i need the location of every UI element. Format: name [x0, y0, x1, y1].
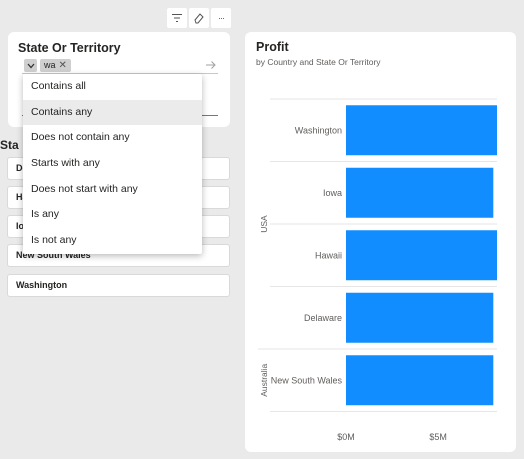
slicer-title: Sta [0, 138, 19, 152]
bar [346, 292, 494, 343]
category-label: Washington [295, 125, 342, 135]
slicer-item[interactable]: Washington [7, 274, 230, 297]
arrow-right-icon[interactable] [204, 58, 218, 72]
dropdown-option-selected[interactable]: Contains any [23, 99, 202, 126]
bar [346, 167, 494, 218]
dropdown-option[interactable]: Contains all [31, 80, 86, 92]
category-label: New South Wales [271, 375, 343, 385]
visual-toolbar: ··· [167, 8, 231, 30]
dropdown-option[interactable]: Does not start with any [31, 182, 138, 195]
filter-input[interactable]: wa ✕ [22, 58, 218, 74]
dropdown-option[interactable]: Does not contain any [31, 131, 130, 144]
filter-title: State Or Territory [18, 41, 121, 55]
dropdown-option[interactable]: Is any [31, 208, 60, 221]
eraser-icon[interactable] [189, 8, 209, 28]
bar-chart: Washington Iowa Hawaii Delaware New South Wa… [258, 98, 497, 442]
bar [346, 355, 494, 406]
chart-subtitle: by Country and State Or Territory [256, 57, 381, 67]
chart-card: Washington Iowa Hawaii Delaware New South Wa… [245, 32, 516, 452]
x-tick-label: $0M [337, 432, 355, 442]
filter-chip[interactable]: wa ✕ [40, 59, 71, 72]
group-label: USA [259, 215, 269, 233]
chart-title: Profit [256, 40, 289, 54]
bar [346, 230, 497, 281]
bar [346, 105, 497, 156]
chevron-down-icon[interactable] [24, 59, 37, 72]
close-icon[interactable]: ✕ [58, 60, 67, 71]
dropdown-option[interactable]: Starts with any [31, 157, 100, 170]
category-label: Delaware [304, 313, 342, 323]
filter-type-dropdown: Contains all Contains any Does not conta… [23, 74, 202, 254]
group-label: Australia [259, 363, 269, 396]
filter-icon[interactable] [167, 8, 187, 28]
filter-chip-label: wa [44, 60, 56, 70]
category-label: Hawaii [315, 250, 342, 260]
dropdown-option[interactable]: Is not any [31, 234, 77, 247]
x-tick-label: $5M [429, 432, 447, 442]
more-options-icon[interactable]: ··· [211, 8, 231, 28]
category-label: Iowa [323, 188, 342, 198]
